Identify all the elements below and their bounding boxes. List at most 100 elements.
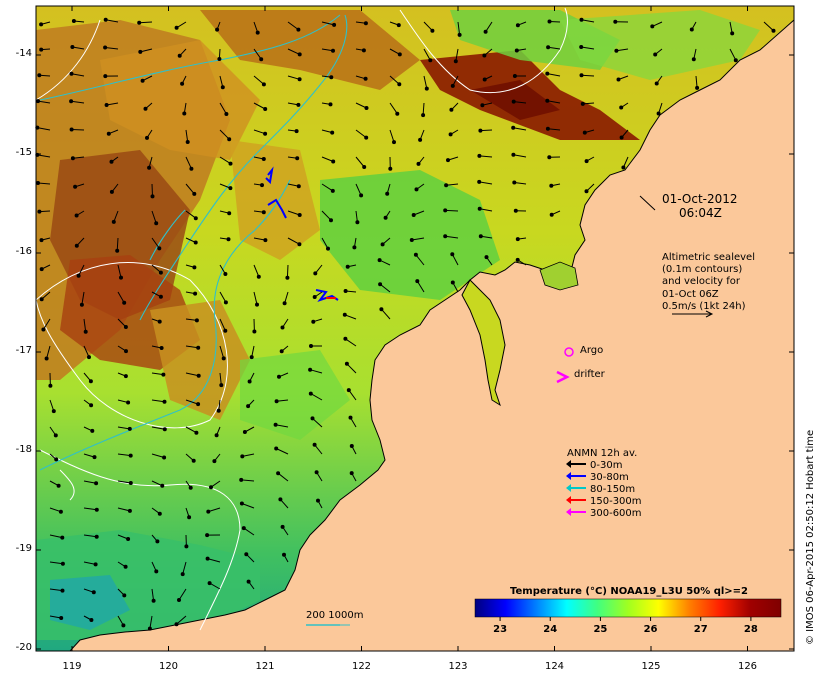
velocity-arrow [185,237,198,245]
drifter-tracks [265,166,339,302]
velocity-arrow [515,237,527,242]
velocity-arrow [650,21,663,29]
velocity-arrow [185,507,192,520]
velocity-arrow [450,75,459,88]
velocity-arrow [355,210,360,225]
velocity-arrow [205,533,221,538]
anmn-legend-label: 0-30m [590,460,623,471]
velocity-arrow [37,73,51,78]
velocity-arrow [453,48,459,64]
argo-marker-icon [564,347,574,357]
velocity-arrow [584,183,595,194]
velocity-arrow [413,252,425,266]
velocity-arrow [763,21,776,33]
velocity-arrow [582,129,595,135]
velocity-arrow [621,156,629,170]
velocity-arrow [177,48,187,58]
velocity-arrow [151,426,167,432]
velocity-arrow [480,102,493,108]
velocity-arrow [117,453,133,458]
velocity-arrow [379,307,391,320]
axis-ticks [36,6,794,651]
velocity-arrow [246,399,255,409]
velocity-arrow [83,426,95,433]
velocity-arrow [252,318,257,334]
velocity-arrow [253,75,266,87]
velocity-arrow [415,279,425,293]
velocity-arrow [355,129,369,140]
velocity-arrow [151,507,162,516]
velocity-arrow [279,345,289,354]
velocity-arrow [151,345,164,350]
velocity-arrow [214,426,221,438]
velocity-arrow [513,208,527,213]
velocity-arrow [274,399,289,404]
velocity-arrow [151,291,163,299]
velocity-arrow [689,21,697,32]
velocity-arrow [117,264,123,280]
velocity-arrow [377,258,391,266]
colorbar-ticks [499,617,752,621]
velocity-arrow [207,581,221,590]
velocity-arrow [389,75,402,87]
velocity-arrow [117,291,127,305]
velocity-arrow [316,498,323,509]
anmn-legend-item: 150-300m [566,496,642,508]
velocity-arrow [145,129,153,140]
velocity-arrow [477,206,493,212]
velocity-arrow [117,426,132,431]
velocity-arrow [83,453,97,460]
velocity-arrow [355,75,368,81]
latitude-label: -16 [15,246,32,257]
legend-arrow-icon [566,472,586,480]
velocity-arrow [253,156,266,161]
velocity-arrow [147,615,153,631]
argo-label: Argo [580,345,604,356]
velocity-arrow [483,21,493,34]
longitude-label: 119 [62,661,82,672]
velocity-arrow [287,237,302,247]
velocity-arrow [109,156,119,164]
velocity-arrow [147,156,153,170]
velocity-arrow [511,152,527,158]
velocity-arrow [277,372,289,379]
date-pointer-line [639,195,656,211]
velocity-arrow [308,391,323,401]
velocity-arrow [239,477,255,482]
velocity-arrow [313,264,323,276]
velocity-arrow [185,480,193,490]
velocity-arrow [83,507,99,512]
velocity-arrow [49,453,59,462]
velocity-arrow [185,372,201,378]
velocity-arrow [247,372,255,384]
velocity-arrow [253,291,259,307]
velocity-arrow [83,399,94,408]
velocity-arrow [545,71,561,77]
velocity-arrow [287,21,301,32]
velocity-arrow [511,99,527,104]
velocity-arrow [355,21,368,26]
longitude-label: 123 [448,661,468,672]
velocity-arrow [83,318,88,334]
velocity-arrow [378,282,391,293]
velocity-arrow [69,71,85,77]
velocity-arrow [443,208,459,213]
velocity-arrow [411,210,425,217]
velocity-arrow [219,210,232,216]
velocity-arrow [253,210,266,215]
anmn-legend-label: 80-150m [590,484,636,495]
colorbar-tick-label: 27 [693,624,708,635]
velocity-arrow [314,470,323,482]
velocity-arrow [729,21,735,36]
velocity-arrow [73,183,85,189]
velocity-arrow [308,367,323,374]
map-frame [35,5,795,652]
velocity-arrow [219,102,229,116]
velocity-arrow [613,19,629,24]
velocity-arrow [74,237,85,248]
velocity-arrow [151,480,165,488]
altimetry-line-5: 0.5m/s (1kt 24h) [662,300,746,312]
velocity-arrow [457,21,462,37]
velocity-arrow [151,399,167,404]
velocity-arrow [274,446,289,455]
